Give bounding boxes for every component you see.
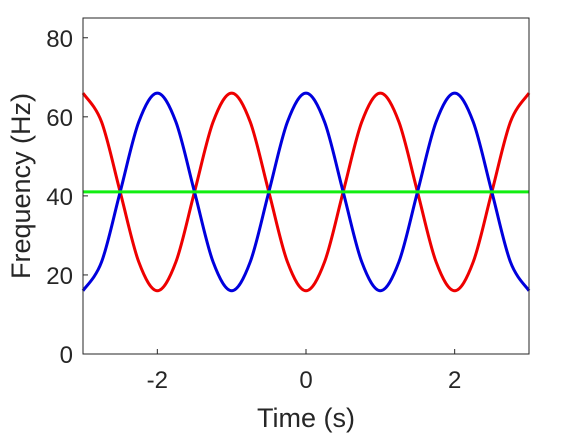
- x-tick-label: -2: [147, 367, 168, 394]
- y-axis-title: Frequency (Hz): [6, 93, 36, 279]
- y-tick-label: 80: [46, 26, 73, 53]
- y-tick-label: 20: [46, 263, 73, 290]
- y-tick-label: 60: [46, 105, 73, 132]
- x-tick-label: 2: [448, 367, 461, 394]
- y-tick-label: 0: [60, 342, 73, 369]
- plot-lines: [81, 91, 531, 293]
- plot-frame: [82, 17, 530, 355]
- series-line-2: [81, 91, 531, 293]
- x-tick-label: 0: [299, 367, 312, 394]
- axis-ticks: [83, 37, 456, 355]
- series-line-1: [81, 91, 531, 293]
- x-axis-title: Time (s): [257, 403, 355, 433]
- y-tick-label: 40: [46, 184, 73, 211]
